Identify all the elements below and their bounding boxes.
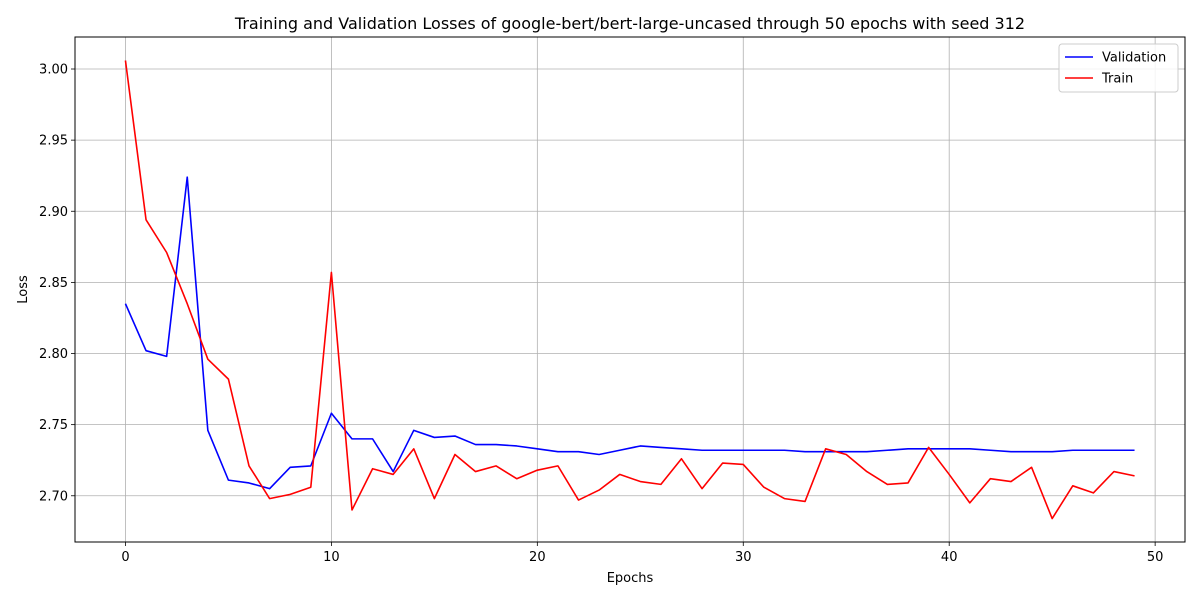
legend: Validation Train	[1058, 43, 1179, 93]
x-tick-label: 10	[323, 550, 340, 565]
series-lines	[124, 60, 1135, 520]
y-ticks: 2.70 2.75 2.80 2.85 2.90 2.95 3.00	[39, 63, 75, 504]
series-line-validation	[124, 176, 1135, 490]
x-tick-label: 40	[941, 550, 958, 565]
x-tick-label: 20	[529, 550, 546, 565]
y-tick-label: 2.95	[39, 134, 68, 149]
y-tick-label: 2.70	[39, 489, 68, 504]
plot-frame	[74, 36, 1186, 543]
x-ticks: 0 10 20 30 40 50	[121, 542, 1163, 565]
x-tick-label: 0	[121, 550, 129, 565]
legend-box	[1058, 43, 1179, 93]
legend-label-train: Train	[1101, 72, 1133, 87]
legend-label-validation: Validation	[1102, 51, 1166, 66]
y-axis-label: Loss	[16, 275, 31, 304]
chart-title: Training and Validation Losses of google…	[234, 14, 1025, 33]
y-tick-label: 2.80	[39, 347, 68, 362]
y-tick-label: 2.75	[39, 418, 68, 433]
x-tick-label: 50	[1147, 550, 1164, 565]
x-tick-label: 30	[735, 550, 752, 565]
series-line-train	[124, 60, 1135, 520]
y-tick-label: 2.90	[39, 205, 68, 220]
x-axis-label: Epochs	[607, 571, 654, 586]
y-tick-label: 3.00	[39, 63, 68, 78]
y-tick-label: 2.85	[39, 276, 68, 291]
grid	[75, 37, 1185, 542]
